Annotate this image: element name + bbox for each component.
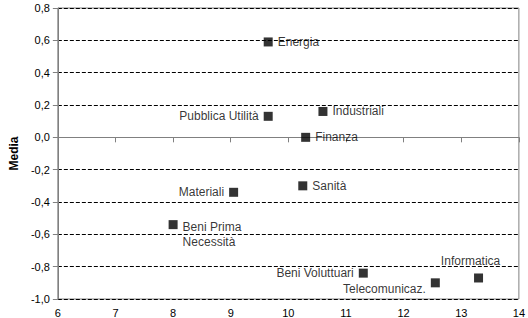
svg-text:Informatica: Informatica: [441, 254, 501, 268]
svg-text:0,0: 0,0: [35, 131, 50, 143]
svg-text:6: 6: [55, 307, 61, 318]
svg-text:0,6: 0,6: [35, 34, 50, 46]
svg-text:10: 10: [282, 307, 294, 318]
svg-text:-0,8: -0,8: [31, 261, 50, 273]
svg-text:Beni Voluttuari: Beni Voluttuari: [276, 266, 353, 280]
svg-text:Media: Media: [7, 136, 21, 170]
svg-text:Beni Prima: Beni Prima: [183, 220, 242, 234]
svg-text:Energia: Energia: [278, 35, 320, 49]
svg-text:14: 14: [513, 307, 525, 318]
svg-text:Necessità: Necessità: [183, 235, 236, 249]
svg-text:-1,0: -1,0: [31, 293, 50, 305]
svg-text:12: 12: [398, 307, 410, 318]
svg-text:0,2: 0,2: [35, 99, 50, 111]
svg-text:Pubblica Utilità: Pubblica Utilità: [179, 109, 259, 123]
svg-text:Finanza: Finanza: [315, 130, 358, 144]
svg-text:8: 8: [170, 307, 176, 318]
svg-text:-0,4: -0,4: [31, 196, 50, 208]
svg-text:Sanità: Sanità: [312, 179, 346, 193]
svg-text:Industriali: Industriali: [332, 104, 383, 118]
svg-text:7: 7: [112, 307, 118, 318]
svg-text:-0,6: -0,6: [31, 228, 50, 240]
svg-text:9: 9: [228, 307, 234, 318]
svg-text:13: 13: [455, 307, 467, 318]
svg-text:-0,2: -0,2: [31, 164, 50, 176]
svg-text:0,4: 0,4: [35, 67, 50, 79]
svg-text:0,8: 0,8: [35, 2, 50, 14]
svg-text:Telecomunicaz.: Telecomunicaz.: [343, 282, 426, 296]
svg-text:Materiali: Materiali: [179, 185, 224, 199]
svg-text:11: 11: [340, 307, 351, 318]
